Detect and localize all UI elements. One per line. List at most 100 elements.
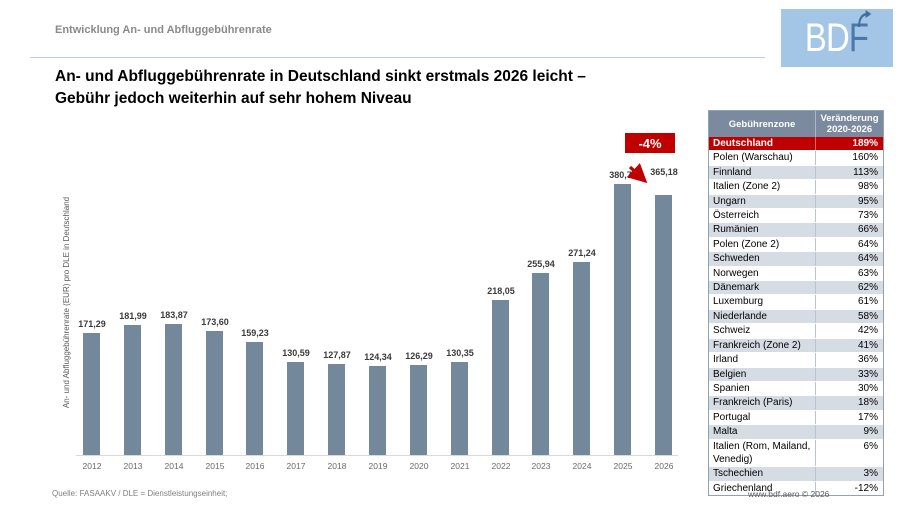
table-header: Gebührenzone Veränderung 2020-2026: [709, 111, 883, 137]
zone-cell: Italien (Rom, Mailand, Venedig): [713, 440, 811, 465]
bar-value-label: 173,60: [201, 317, 229, 327]
change-cell: -12%: [815, 481, 883, 496]
bar-value-label: 130,35: [446, 348, 474, 358]
zone-cell: Italien (Zone 2): [713, 181, 781, 193]
y-axis-label: An- und Abfluggebührenrate (EUR) pro DLE…: [62, 196, 71, 409]
bar-2016: [246, 342, 263, 455]
bar-2019: [369, 366, 386, 455]
slide-header-label: Entwicklung An- und Abfluggebührenrate: [55, 24, 272, 36]
bar-2020: [410, 365, 427, 455]
bar-2025: [614, 184, 631, 455]
slide-title-line2: Gebühr jedoch weiterhin auf sehr hohem N…: [55, 90, 412, 107]
zone-cell: Luxemburg: [713, 296, 764, 308]
change-cell: 33%: [815, 367, 883, 381]
table-row: Niederlande 58%: [709, 309, 883, 325]
table-row: Italien (Rom, Mailand, Venedig) 6%: [709, 439, 883, 468]
table-row: Schweden 64%: [709, 252, 883, 267]
change-cell: 64%: [815, 237, 883, 252]
x-axis-tick-label: 2022: [491, 461, 511, 471]
x-axis-tick-label: 2018: [327, 461, 347, 471]
table-row: Rumänien 66%: [709, 223, 883, 238]
bar-value-label: 130,59: [282, 348, 310, 358]
x-axis-tick-label: 2013: [123, 461, 143, 471]
bar-value-label: 365,18: [650, 167, 678, 177]
zone-cell: Österreich: [713, 210, 760, 222]
change-cell: 63%: [815, 266, 883, 281]
bar-value-label: 183,87: [160, 310, 188, 320]
change-cell: 73%: [815, 209, 883, 223]
zone-cell: Dänemark: [713, 282, 760, 294]
slide-title-line1: An- und Abfluggebührenrate in Deutschlan…: [55, 68, 586, 85]
bar-2026: [655, 195, 672, 455]
zone-cell: Belgien: [713, 368, 747, 380]
x-axis-tick-label: 2026: [654, 461, 674, 471]
bar-2012: [83, 333, 100, 455]
change-cell: 30%: [815, 381, 883, 396]
change-cell: 18%: [815, 396, 883, 410]
zone-cell: Polen (Zone 2): [713, 238, 780, 250]
table-row: Ungarn 95%: [709, 194, 883, 210]
bar-value-label: 380,71: [609, 170, 637, 180]
decrease-arrow-icon: [626, 163, 648, 184]
change-cell: 42%: [815, 324, 883, 338]
bar-value-label: 171,29: [78, 319, 106, 329]
zone-cell: Tschechien: [713, 468, 764, 480]
table-row: Norwegen 63%: [709, 266, 883, 282]
zone-cell: Frankreich (Zone 2): [713, 339, 801, 351]
change-cell: 61%: [815, 295, 883, 309]
table-row: Frankreich (Zone 2) 41%: [709, 338, 883, 354]
x-axis-tick-label: 2015: [205, 461, 225, 471]
table-header-zone: Gebührenzone: [728, 118, 796, 130]
table-row: Griechenland -12%: [709, 481, 883, 496]
change-cell: 160%: [815, 151, 883, 165]
change-cell: 189%: [815, 137, 883, 151]
bar-value-label: 218,05: [487, 286, 515, 296]
table-row: Spanien 30%: [709, 381, 883, 397]
table-row: Irland 36%: [709, 353, 883, 368]
bar-value-label: 255,94: [527, 259, 555, 269]
zone-cell: Norwegen: [713, 267, 759, 279]
bar-value-label: 159,23: [241, 328, 269, 338]
table-row: Dänemark 62%: [709, 281, 883, 296]
bar-2014: [165, 324, 182, 455]
zone-cell: Griechenland: [713, 482, 773, 494]
plot-area: 171,29 2012 181,99 2013 183,87 2014 173,60 2015…: [78, 150, 683, 471]
header-divider: [30, 57, 765, 58]
change-badge: -4%: [625, 133, 675, 153]
change-cell: 41%: [815, 338, 883, 353]
logo-text-f: F: [849, 10, 872, 58]
zone-cell: Irland: [713, 354, 739, 366]
bar-2015: [206, 331, 223, 455]
zone-cell: Rumänien: [713, 224, 759, 236]
x-axis-tick-label: 2016: [245, 461, 265, 471]
change-cell: 66%: [815, 223, 883, 237]
table-row: Polen (Zone 2) 64%: [709, 237, 883, 253]
table-row: Belgien 33%: [709, 367, 883, 382]
table-row: Österreich 73%: [709, 209, 883, 224]
bar-value-label: 271,24: [568, 248, 596, 258]
bar-2018: [328, 364, 345, 455]
table-row: Finnland 113%: [709, 165, 883, 181]
x-axis-tick-label: 2012: [82, 461, 102, 471]
x-axis-tick-label: 2014: [164, 461, 184, 471]
change-cell: 9%: [815, 425, 883, 439]
bar-2023: [532, 273, 549, 455]
x-axis-tick-label: 2024: [572, 461, 592, 471]
change-cell: 113%: [815, 165, 883, 180]
bar-value-label: 124,34: [364, 352, 392, 362]
x-axis-line: [76, 455, 678, 456]
change-cell: 98%: [815, 180, 883, 194]
change-cell: 58%: [815, 309, 883, 324]
bar-2024: [573, 262, 590, 455]
table-body: Deutschland 189% Polen (Warschau) 160% Finnl…: [709, 137, 883, 496]
x-axis-tick-label: 2017: [286, 461, 306, 471]
table-row: Frankreich (Paris) 18%: [709, 396, 883, 411]
logo-arrow-icon: [858, 10, 872, 28]
table-header-change: Veränderung 2020-2026: [815, 111, 883, 137]
change-cell: 6%: [815, 439, 883, 467]
table-row: Italien (Zone 2) 98%: [709, 180, 883, 195]
zone-cell: Niederlande: [713, 310, 767, 322]
x-axis-tick-label: 2023: [531, 461, 551, 471]
table-row: Portugal 17%: [709, 410, 883, 426]
bar-2022: [492, 300, 509, 455]
